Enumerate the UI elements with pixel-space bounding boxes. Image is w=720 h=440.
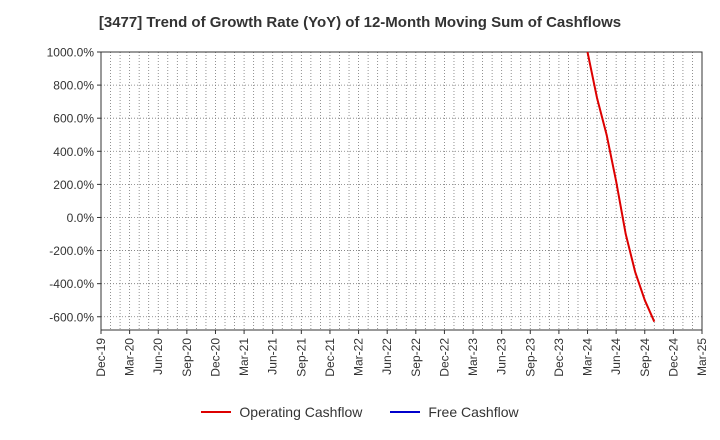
y-tick-label: 800.0% — [53, 79, 94, 93]
y-tick-label: 1000.0% — [47, 46, 95, 60]
x-tick-label: Mar-21 — [237, 338, 251, 376]
x-axis-ticks: Dec-19 Mar-20 Jun-20 Sep-20 Dec-20 Mar-21 Jun-… — [94, 330, 709, 377]
x-tick-label: Jun-24 — [609, 338, 623, 375]
grid-lines — [101, 52, 702, 330]
x-tick-label: Sep-20 — [180, 338, 194, 377]
x-tick-label: Mar-25 — [695, 338, 709, 376]
y-tick-label: 400.0% — [53, 145, 94, 159]
x-tick-label: Dec-22 — [437, 338, 451, 377]
y-axis-ticks: 1000.0% 800.0% 600.0% 400.0% 200.0% 0.0% -200.… — [47, 46, 101, 324]
x-tick-label: Sep-22 — [409, 338, 423, 377]
x-tick-label: Mar-24 — [581, 338, 595, 376]
x-tick-label: Mar-22 — [352, 338, 366, 376]
y-tick-label: 0.0% — [67, 211, 95, 225]
x-tick-label: Dec-21 — [323, 338, 337, 377]
legend-item-operating-cashflow: Operating Cashflow — [201, 404, 362, 420]
plot-frame — [100, 51, 703, 331]
x-tick-label: Mar-23 — [466, 338, 480, 376]
legend-label-operating: Operating Cashflow — [239, 404, 363, 420]
x-tick-label: Dec-19 — [94, 338, 108, 377]
legend-item-free-cashflow: Free Cashflow — [390, 404, 519, 420]
y-tick-label: 200.0% — [53, 178, 94, 192]
x-tick-label: Sep-21 — [294, 338, 308, 377]
x-tick-label: Jun-20 — [151, 338, 165, 375]
chart-title: [3477] Trend of Growth Rate (YoY) of 12-… — [98, 14, 622, 31]
y-tick-label: -200.0% — [49, 244, 94, 258]
x-tick-label: Sep-24 — [638, 338, 652, 377]
x-tick-label: Dec-24 — [666, 338, 680, 377]
legend-swatch-operating — [201, 411, 232, 413]
series-lines — [586, 51, 656, 323]
x-tick-label: Dec-23 — [552, 338, 566, 377]
x-tick-label: Sep-23 — [523, 338, 537, 377]
legend-label-free: Free Cashflow — [428, 404, 519, 420]
x-tick-label: Mar-20 — [123, 338, 137, 376]
series-line-0 — [586, 51, 656, 323]
x-tick-label: Jun-22 — [380, 338, 394, 375]
x-tick-label: Dec-20 — [208, 338, 222, 377]
y-tick-label: 600.0% — [53, 112, 94, 126]
legend: Operating Cashflow Free Cashflow — [0, 404, 720, 420]
y-tick-label: -600.0% — [49, 310, 94, 324]
y-tick-label: -400.0% — [49, 277, 94, 291]
legend-swatch-free — [390, 411, 421, 413]
x-tick-label: Jun-21 — [266, 338, 280, 375]
x-tick-label: Jun-23 — [495, 338, 509, 375]
